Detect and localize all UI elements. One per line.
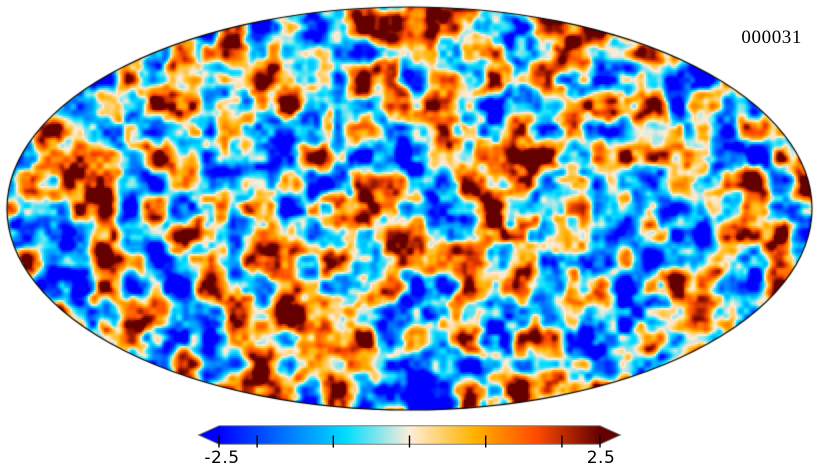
frame-number-label: 000031 — [741, 27, 802, 48]
colorbar-max-tick-label: 2.5 — [586, 448, 616, 468]
colorbar — [197, 425, 622, 448]
colorbar-min-tick-label: -2.5 — [204, 448, 240, 468]
